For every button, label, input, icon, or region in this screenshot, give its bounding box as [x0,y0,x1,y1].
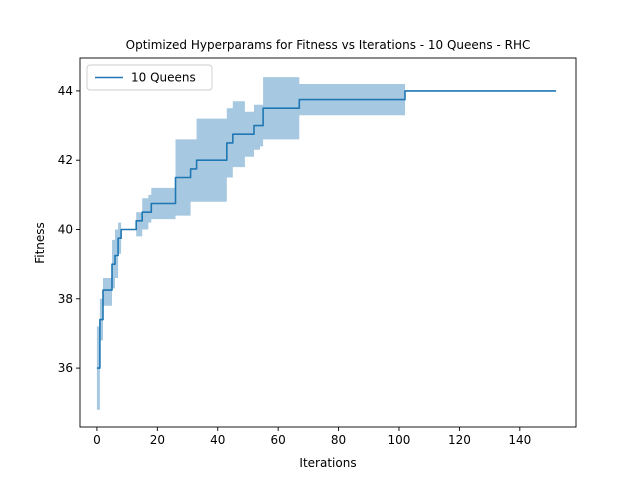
axes-frame [79,57,577,428]
legend: 10 Queens [86,64,213,91]
x-tick-label: 40 [210,433,225,447]
y-tick-label: 36 [58,361,73,375]
y-tick-label: 42 [58,153,73,167]
x-tick-label: 140 [508,433,531,447]
y-axis-label: Fitness [33,222,47,264]
axes: 0 20 40 60 80 100 120 140 36 38 40 42 44 [58,57,577,447]
x-tick-label: 120 [448,433,471,447]
series-line [96,90,557,369]
y-tick-label: 38 [58,292,73,306]
y-tick-label: 40 [58,223,73,237]
legend-box [86,64,213,91]
x-tick-label: 80 [331,433,346,447]
y-tick-label: 44 [58,84,73,98]
x-tick-label: 60 [271,433,286,447]
plot-area [96,77,557,410]
x-axis-label: Iterations [299,456,356,470]
x-tick-label: 20 [150,433,165,447]
x-tick-label: 100 [388,433,411,447]
chart-title: Optimized Hyperparams for Fitness vs Ite… [126,38,531,52]
legend-label: 10 Queens [131,71,196,85]
x-tick-label: 0 [93,433,101,447]
